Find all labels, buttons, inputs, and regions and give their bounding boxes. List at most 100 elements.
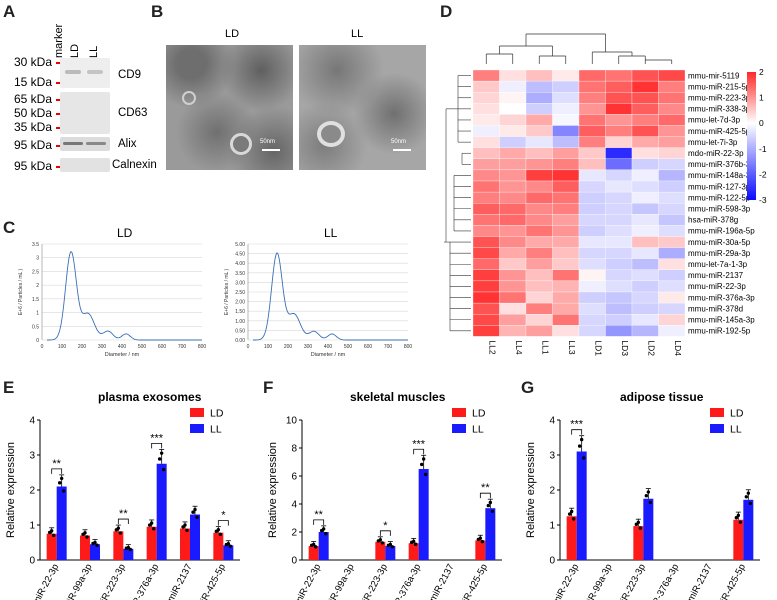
heatmap-row-label: mmu-miR-30a-5p xyxy=(688,238,751,247)
data-point xyxy=(579,437,584,442)
blot-label-calnexin: Calnexin xyxy=(112,159,157,171)
bar-ld xyxy=(733,519,744,560)
heatmap-cell xyxy=(578,136,606,148)
heatmap-cell xyxy=(525,92,553,104)
heatmap-cell xyxy=(658,203,686,215)
y-tick-label: 4 xyxy=(549,416,555,427)
heatmap-cell xyxy=(631,314,659,326)
y-tick-label: 2 xyxy=(29,486,35,497)
bar-ll xyxy=(90,544,100,560)
heatmap-cell xyxy=(525,80,553,93)
heatmap-cell xyxy=(631,236,659,248)
heatmap-cell xyxy=(631,247,659,259)
nta-x-tick: 200 xyxy=(284,344,293,350)
nta-y-tick: 1.00 xyxy=(235,319,245,325)
heatmap-cell xyxy=(499,103,527,115)
colorbar-tick: -1 xyxy=(759,144,767,154)
data-point xyxy=(83,531,87,535)
y-tick-label: 4 xyxy=(291,500,297,511)
heatmap-cell xyxy=(552,203,580,215)
y-tick-label: 10 xyxy=(286,416,298,427)
nta-title-ll: LL xyxy=(324,226,338,240)
y-tick-label: 6 xyxy=(291,472,297,483)
nta-x-tick: 300 xyxy=(304,344,313,350)
bar-ll xyxy=(123,548,134,560)
heatmap-cell xyxy=(525,203,553,215)
significance-label: *** xyxy=(150,432,164,444)
significance-label: ** xyxy=(52,458,61,470)
y-tick-label: 4 xyxy=(29,416,35,427)
heatmap-col-label: LD2 xyxy=(646,340,656,356)
heatmap-row-label: mmu-miR-376a-3p xyxy=(688,293,755,302)
data-point xyxy=(577,444,582,448)
data-point xyxy=(93,540,97,545)
nta-y-tick: 3.00 xyxy=(235,280,245,286)
heatmap-cell xyxy=(631,147,659,159)
nta-x-tick: 800 xyxy=(404,344,413,350)
heatmap-cell xyxy=(631,225,659,237)
data-point xyxy=(59,476,64,481)
data-point xyxy=(746,491,751,495)
panel-letter-f: F xyxy=(263,378,274,397)
panel-letter-d: D xyxy=(440,2,453,21)
exosome-vesicle xyxy=(230,133,252,155)
colorbar-tick: 1 xyxy=(759,93,764,103)
x-tick-label: miR-99a-3p xyxy=(62,562,95,600)
heatmap-cell xyxy=(578,269,606,282)
heatmap-cell xyxy=(552,147,580,159)
heatmap-cell xyxy=(552,247,580,259)
data-point xyxy=(744,495,749,499)
x-tick-label: miR-22-3p xyxy=(551,562,582,600)
heatmap-cell xyxy=(499,269,527,282)
heatmap-row-label: mmu-miR-148a-3p xyxy=(688,171,755,180)
heatmap-cell xyxy=(578,92,606,104)
data-point xyxy=(738,520,743,524)
heatmap-cell xyxy=(499,291,527,304)
heatmap-cell xyxy=(631,258,659,270)
heatmap-cell xyxy=(472,291,500,304)
heatmap-cell xyxy=(631,302,659,315)
heatmap-cell xyxy=(472,191,500,204)
legend-swatch-ll xyxy=(452,424,466,433)
heatmap-cell xyxy=(552,169,580,182)
data-point xyxy=(478,536,483,540)
heatmap-row-label: mmu-miR-29a-3p xyxy=(688,249,751,258)
x-tick-label: miR-2137 xyxy=(166,562,195,600)
heatmap-cell xyxy=(631,280,659,293)
heatmap-cell xyxy=(605,214,633,226)
nta-y-label: E+6 / Particles / mL ) xyxy=(224,268,230,315)
heatmap-cell xyxy=(525,225,553,237)
kda-label: 95 kDa xyxy=(13,159,52,173)
nta-x-tick: 0 xyxy=(247,344,250,350)
data-point xyxy=(480,539,485,544)
blot-strip-cd63 xyxy=(60,92,110,134)
heatmap-cell xyxy=(658,269,686,282)
heatmap-cell xyxy=(552,103,580,115)
x-tick-label: miR-376a-3p xyxy=(646,562,681,600)
x-tick-label: miR-223-3p xyxy=(95,562,128,600)
data-point xyxy=(126,545,131,550)
y-tick-label: 0 xyxy=(549,556,555,567)
heatmap-cell xyxy=(605,69,633,82)
heatmap-cell xyxy=(658,92,686,104)
significance-bracket xyxy=(117,518,129,525)
heatmap-cell xyxy=(552,325,580,337)
nta-x-tick: 400 xyxy=(324,344,333,350)
heatmap-cell xyxy=(552,125,580,137)
heatmap-cell xyxy=(605,180,633,193)
bar-chart-muscle: 0 2 4 6 8 10 Relative expression miR-22-3p ** miR… xyxy=(267,408,502,600)
heatmap-cell xyxy=(472,203,500,215)
heatmap-cell xyxy=(552,191,580,204)
nta-x-tick: 600 xyxy=(158,344,167,350)
data-point xyxy=(193,507,197,512)
heatmap-col-label: LL3 xyxy=(567,340,577,354)
data-point xyxy=(644,493,649,498)
nta-x-tick: 500 xyxy=(344,344,353,350)
significance-bracket xyxy=(379,530,391,536)
nta-y-tick: 0.50 xyxy=(235,328,245,334)
panel-letter-b: B xyxy=(151,2,164,21)
legend-swatch-ll xyxy=(190,424,204,433)
nta-y-label: E+6 / Particles / mL ) xyxy=(18,268,24,315)
heatmap-cell xyxy=(578,247,606,259)
x-tick-label: miR-2137 xyxy=(428,562,457,600)
